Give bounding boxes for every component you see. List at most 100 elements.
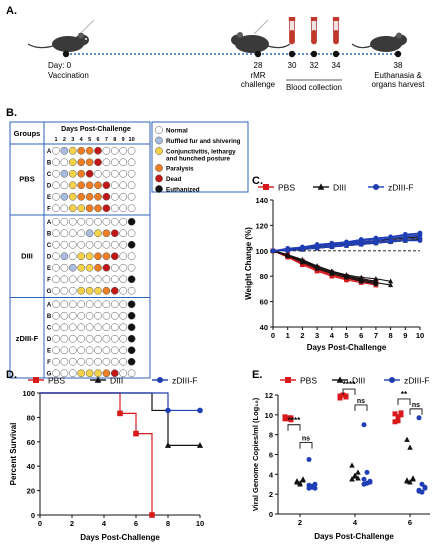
viral-load-point [416, 415, 422, 421]
symptom-cell [127, 240, 136, 249]
symptom-cell [110, 240, 119, 249]
symptom-cell [94, 357, 102, 366]
symptom-cell [52, 158, 60, 167]
symptom-cell [60, 169, 69, 178]
symptom-cell [60, 240, 69, 249]
legend-label: zDIII-F [388, 183, 414, 193]
symptom-cell [110, 169, 119, 178]
symptom-cell [85, 263, 94, 272]
symptom-legend-frame [151, 121, 249, 193]
symptom-cell [68, 229, 77, 238]
y-tick-label: 0 [31, 511, 35, 520]
symptom-cell [52, 300, 60, 309]
day-number: 8 [113, 137, 116, 143]
weight-point [314, 243, 320, 249]
symptom-cell [68, 286, 77, 295]
symptom-cell [102, 346, 111, 355]
weight-point [373, 281, 379, 286]
symptom-cell [52, 204, 60, 213]
symptom-cell [119, 204, 128, 213]
day-number: 4 [80, 137, 84, 143]
symptom-cell [60, 146, 69, 155]
symptom-cell [77, 357, 86, 366]
symptom-cell [77, 323, 86, 332]
viral-load-point [355, 469, 361, 475]
viral-load-point [404, 436, 410, 442]
y-tick-label: 10 [265, 411, 273, 420]
legend-marker [373, 184, 379, 190]
weight-point [358, 242, 364, 247]
symptom-cell [94, 286, 102, 295]
symptom-cell [110, 252, 119, 261]
symptom-cell [68, 252, 77, 261]
symptom-cell [110, 334, 119, 343]
timeline-day-label: 30 [288, 61, 297, 70]
symptom-cell [94, 334, 102, 343]
row-id: C [47, 172, 52, 178]
symptom-cell [94, 300, 102, 309]
legend-label: DIII [110, 376, 123, 386]
symptom-cell [94, 263, 102, 272]
symptom-cell [77, 286, 86, 295]
blood-fill [289, 30, 295, 44]
weight-point [358, 278, 364, 284]
symptom-cell [127, 311, 136, 320]
viral-load-point [352, 472, 358, 478]
symptom-cell [102, 275, 111, 284]
symptom-legend-label: Dead [166, 176, 182, 183]
symptom-cell [102, 158, 111, 167]
symptom-cell [110, 275, 119, 284]
legend-marker [94, 376, 102, 383]
group-name: zDIII-F [16, 334, 39, 343]
survival-point [164, 441, 172, 448]
symptom-cell [127, 286, 136, 295]
symptom-cell [127, 229, 136, 238]
symptom-cell [68, 357, 77, 366]
legend-label: zDIII-F [404, 376, 430, 386]
symptom-legend-swatch [155, 147, 163, 155]
significance-bracket [397, 398, 411, 405]
weight-point [358, 238, 364, 243]
x-tick-label: 0 [38, 519, 42, 528]
legend-label: PBS [300, 376, 317, 386]
symptom-cell [68, 217, 77, 226]
significance-label: ns [357, 398, 365, 405]
symptom-cell [110, 263, 119, 272]
symptom-cell [68, 323, 77, 332]
symptom-cell [60, 158, 69, 167]
symptom-cell [60, 263, 69, 272]
x-tick-label: 2 [298, 518, 302, 527]
symptom-cell [68, 300, 77, 309]
viral-load-point [282, 414, 288, 420]
timeline-day-label: Day: 0 [48, 61, 72, 70]
significance-bracket [287, 424, 301, 431]
symptom-cell [110, 323, 119, 332]
weight-point [417, 230, 423, 236]
day-number: 3 [71, 137, 74, 143]
viral-load-point [416, 488, 422, 494]
survival-point [197, 407, 203, 414]
x-tick-label: 8 [166, 519, 170, 528]
symptom-cell [94, 204, 102, 213]
symptom-cell [85, 334, 94, 343]
symptom-legend-label: Paralysis [166, 166, 194, 173]
row-id: G [47, 371, 52, 377]
survival-point [149, 512, 155, 518]
symptom-cell [127, 252, 136, 261]
symptom-cell [77, 311, 86, 320]
weight-point [329, 244, 335, 250]
weight-point [314, 265, 320, 271]
survival-point [165, 407, 171, 414]
symptom-cell [60, 334, 69, 343]
symptom-cell [119, 229, 128, 238]
symptom-cell [119, 357, 128, 366]
symptom-cell [119, 263, 128, 272]
symptom-cell [127, 334, 136, 343]
symptom-cell [52, 334, 60, 343]
symptom-cell [85, 252, 94, 261]
symptom-cell [52, 357, 60, 366]
x-tick-label: 9 [403, 331, 407, 340]
symptom-cell [119, 158, 128, 167]
timeline-caption: organs harvest [372, 80, 426, 89]
